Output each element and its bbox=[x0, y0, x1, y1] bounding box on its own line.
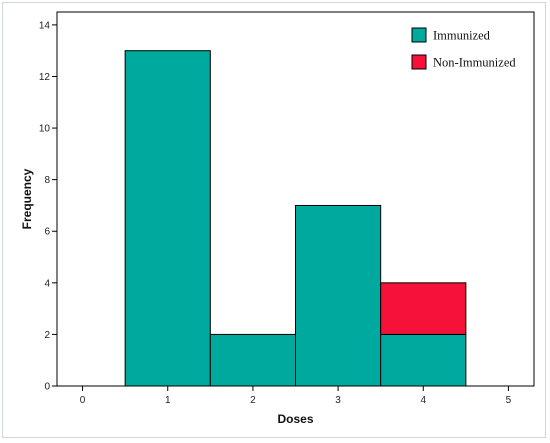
bar-immunized-2 bbox=[209, 333, 296, 387]
y-tick-label: 12 bbox=[39, 72, 51, 83]
y-tick-label: 0 bbox=[44, 382, 50, 393]
y-tick-label: 14 bbox=[39, 20, 51, 31]
x-tick-label: 0 bbox=[80, 395, 86, 406]
y-tick-label: 2 bbox=[44, 330, 50, 341]
bar-immunized-3 bbox=[295, 204, 382, 387]
legend-label-non-immunized: Non-Immunized bbox=[433, 56, 516, 70]
legend-swatch-immunized bbox=[411, 27, 427, 43]
legend-swatch-non-immunized bbox=[411, 54, 427, 70]
x-tick-label: 5 bbox=[506, 395, 512, 406]
y-tick-label: 4 bbox=[44, 278, 50, 289]
x-tick-label: 4 bbox=[420, 395, 426, 406]
y-axis-title: Frequency bbox=[20, 168, 34, 229]
bar-non-immunized-4 bbox=[380, 282, 467, 335]
bar-immunized-1 bbox=[124, 50, 211, 387]
x-tick-label: 3 bbox=[335, 395, 341, 406]
x-axis-title: Doses bbox=[277, 412, 313, 426]
bar-immunized-4 bbox=[380, 333, 467, 387]
y-tick-label: 10 bbox=[39, 124, 51, 135]
legend-label-immunized: Immunized bbox=[433, 29, 491, 43]
y-tick-label: 8 bbox=[44, 175, 50, 186]
x-tick-label: 1 bbox=[165, 395, 171, 406]
x-tick-label: 2 bbox=[250, 395, 256, 406]
y-tick-label: 6 bbox=[44, 227, 50, 238]
